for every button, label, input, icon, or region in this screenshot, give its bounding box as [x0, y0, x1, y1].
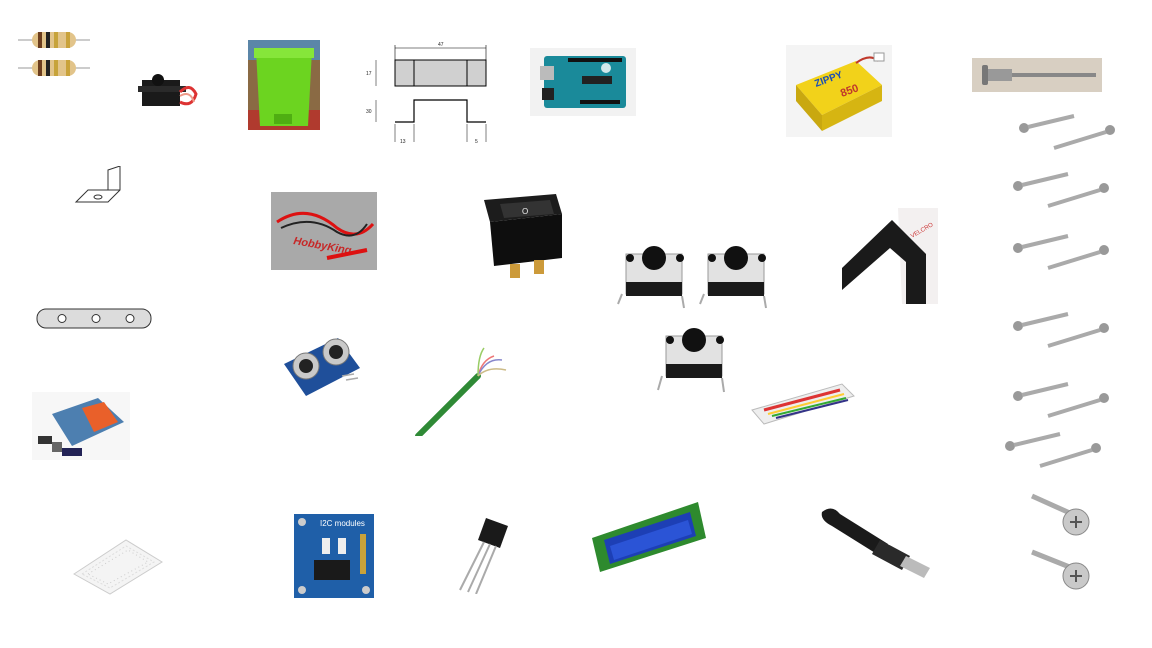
mounting-bar [36, 308, 154, 330]
green-bin-photo [248, 40, 320, 130]
rtc-module-label: I2C modules [320, 519, 365, 528]
height-bottom-dimension: 30 [366, 109, 372, 115]
resistor-pair [18, 28, 90, 80]
rtc-module-photo: I2C modules [294, 514, 374, 598]
right-gap-dimension: 5 [475, 139, 478, 145]
servo-motor [136, 70, 202, 118]
width-dimension: 47 [438, 42, 444, 48]
lcd-display-photo [588, 486, 708, 578]
lipo-battery-photo: ZIPPY 850 [786, 45, 892, 137]
switch-mark: O [522, 207, 528, 216]
dc-barrel-plug [818, 500, 938, 582]
component-kit-photo [32, 392, 130, 460]
l-bracket [74, 166, 122, 204]
network-cable [414, 346, 510, 436]
temperature-sensor [456, 514, 520, 594]
tapping-screws [1028, 492, 1098, 594]
lipo-capacity-label: 850 [839, 82, 860, 100]
ultrasonic-sensor [282, 324, 362, 400]
jumper-wire-box [750, 380, 856, 430]
dimension-drawing: 47 17 30 13 5 [362, 42, 492, 146]
velcro-photo: VELCRO [842, 208, 938, 304]
left-gap-dimension: 13 [400, 139, 406, 145]
wire-bag-photo: HobbyKing [271, 192, 377, 270]
mini-breadboard [72, 534, 164, 596]
height-top-dimension: 17 [366, 71, 372, 77]
screws-column [1004, 110, 1122, 470]
tactile-buttons-group [614, 238, 780, 396]
rivet-photo [972, 58, 1102, 92]
arduino-board-photo [530, 48, 636, 116]
rocker-switch: O [482, 192, 564, 280]
